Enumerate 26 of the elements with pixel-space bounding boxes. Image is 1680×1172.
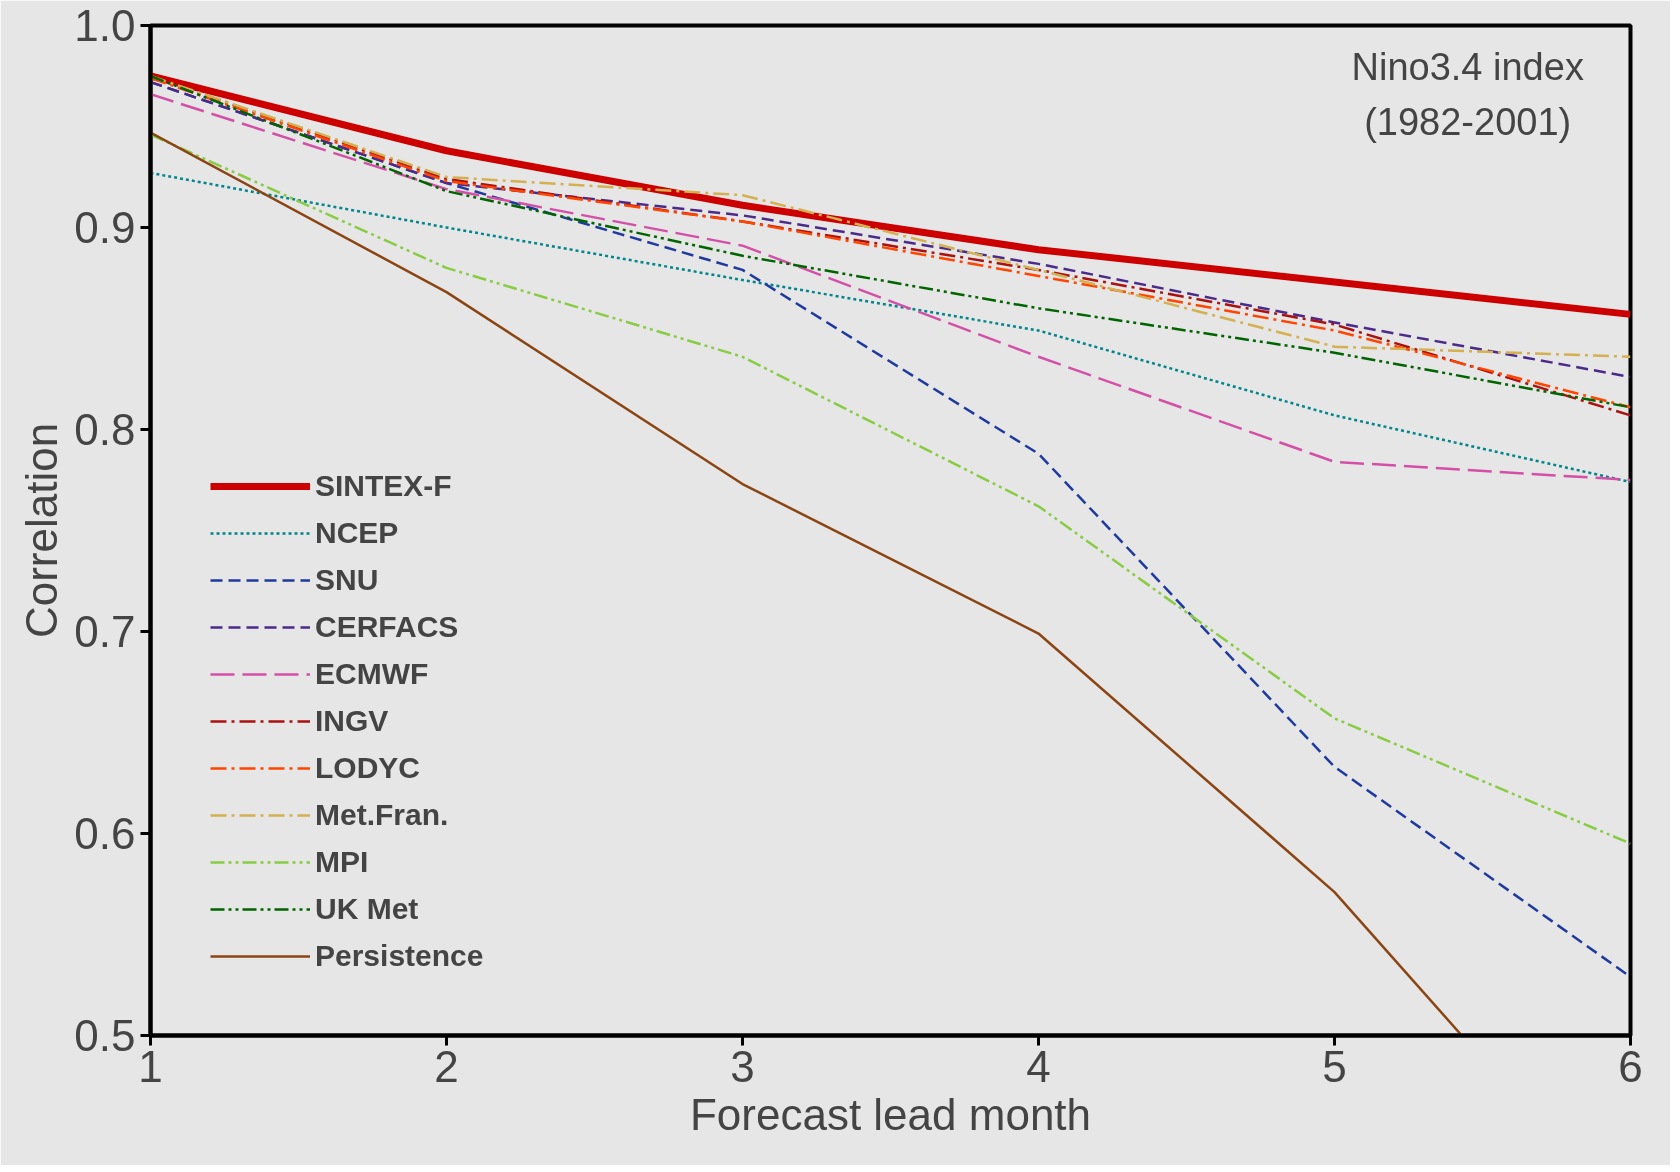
y-tick-label: 0.5	[74, 1011, 136, 1060]
x-tick-label: 5	[1322, 1041, 1347, 1091]
y-tick-label: 0.7	[74, 607, 136, 656]
legend-label: ECMWF	[315, 656, 429, 692]
y-tick-label: 0.8	[74, 405, 136, 454]
legend-label: Met.Fran.	[315, 797, 449, 833]
legend-label: INGV	[315, 703, 389, 739]
y-tick-label: 0.9	[74, 203, 136, 252]
x-tick-label: 6	[1618, 1041, 1643, 1091]
legend-label: NCEP	[315, 515, 399, 551]
annotation: Nino3.4 index (1982-2001)	[1351, 45, 1584, 143]
x-tick-label: 1	[138, 1041, 163, 1091]
x-tick-label: 4	[1026, 1041, 1051, 1091]
x-tick-label: 3	[730, 1041, 755, 1091]
legend-label: CERFACS	[315, 609, 459, 645]
legend-label: SNU	[315, 562, 379, 598]
y-tick-label: 1.0	[74, 1, 136, 50]
legend-label: Persistence	[315, 938, 484, 974]
y-tick-label: 0.6	[74, 809, 136, 858]
x-tick-label: 2	[434, 1041, 459, 1091]
legend-label: MPI	[315, 844, 369, 880]
legend-label: UK Met	[315, 891, 419, 927]
legend-label: LODYC	[315, 750, 420, 786]
y-axis-title: Correlation	[17, 422, 67, 639]
legend-label: SINTEX-F	[315, 468, 452, 504]
x-axis-title: Forecast lead month	[689, 1089, 1092, 1139]
